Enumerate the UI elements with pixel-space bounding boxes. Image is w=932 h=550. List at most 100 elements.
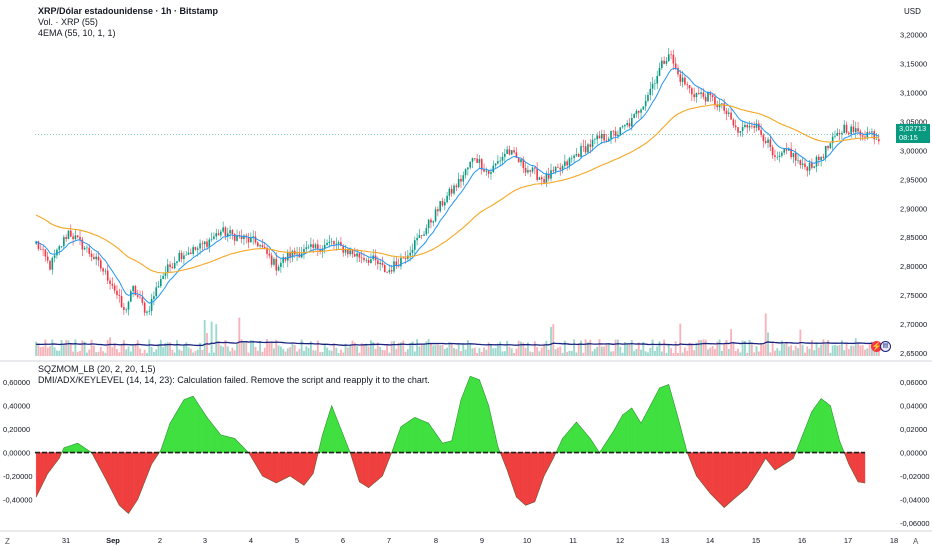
price-candles[interactable] xyxy=(35,47,880,316)
momentum-right-tick-label: 0,06000 xyxy=(900,378,927,387)
candle-body xyxy=(127,301,130,310)
volume-label[interactable]: Vol. · XRP (55) xyxy=(38,17,98,27)
volume-bar xyxy=(704,339,707,356)
volume-bar xyxy=(557,347,559,356)
momentum-bar xyxy=(47,452,51,475)
candle-body xyxy=(176,261,178,264)
candle-body xyxy=(319,249,321,252)
momentum-bar xyxy=(472,376,476,453)
momentum-bar xyxy=(696,452,699,480)
momentum-bar xyxy=(516,452,519,500)
candle-body xyxy=(850,126,852,135)
volume-bar xyxy=(834,344,836,356)
momentum-bar xyxy=(719,452,723,506)
volume-bar xyxy=(95,352,98,356)
volume-bar xyxy=(298,349,301,356)
momentum-bar xyxy=(744,452,748,491)
timezone-button[interactable]: Z xyxy=(5,537,10,546)
volume-bar xyxy=(263,347,266,356)
momentum-bar xyxy=(199,406,203,453)
candle-body xyxy=(210,238,213,240)
volume-bar xyxy=(499,341,502,356)
volume-bar xyxy=(817,347,820,356)
momentum-bar xyxy=(721,452,725,509)
volume-bar xyxy=(238,317,241,356)
volume-bar xyxy=(681,352,684,356)
momentum-bar xyxy=(536,452,540,496)
candle-body xyxy=(801,163,804,165)
candle-body xyxy=(804,163,806,168)
momentum-bar xyxy=(823,399,826,453)
currency-label: USD xyxy=(904,7,921,16)
candle-body xyxy=(243,235,245,240)
squeeze-indicator-label[interactable]: SQZMOM_LB (20, 2, 20, 1,5) xyxy=(38,364,156,374)
volume-bar xyxy=(92,345,95,356)
volume-bar xyxy=(663,339,666,356)
flag-icon[interactable]: ▤ xyxy=(880,341,891,352)
momentum-bar xyxy=(825,401,829,453)
price-axis[interactable]: 3,20000 3,15000 3,10000 3,05000 3,00000 2,950… xyxy=(900,30,927,358)
volume-bar xyxy=(395,348,398,356)
volume-bar xyxy=(328,350,331,356)
volume-bar xyxy=(342,352,345,356)
momentum-bar xyxy=(361,452,365,486)
volume-bar xyxy=(462,344,465,356)
momentum-axis[interactable]: 0,06000 0,04000 0,02000 0,00000 -0,02000 -0,0… xyxy=(3,378,930,528)
volume-bar xyxy=(379,346,382,356)
candle-body xyxy=(231,230,234,234)
volume-bar xyxy=(363,344,365,356)
candle-body xyxy=(162,275,164,280)
momentum-bar xyxy=(777,452,780,470)
momentum-bar xyxy=(682,434,686,453)
momentum-bar xyxy=(576,421,579,453)
momentum-bar xyxy=(460,393,464,453)
momentum-bar xyxy=(820,398,824,453)
momentum-left-tick-label: 0,40000 xyxy=(3,402,30,411)
candle-body xyxy=(450,188,453,194)
candle-body xyxy=(434,209,437,222)
auto-scale-button[interactable]: A xyxy=(913,537,919,546)
candle-body xyxy=(88,247,91,254)
volume-bar xyxy=(725,339,728,356)
volume-bar xyxy=(376,342,379,356)
volume-bar xyxy=(552,324,555,356)
momentum-histogram xyxy=(35,375,866,515)
volume-bar xyxy=(820,344,823,356)
alert-icon[interactable]: ⚡ xyxy=(871,341,882,352)
momentum-bar xyxy=(636,414,639,453)
candle-body xyxy=(739,130,742,133)
momentum-bar xyxy=(222,435,226,453)
volume-bar xyxy=(141,352,144,356)
candle-body xyxy=(185,254,188,256)
candle-body xyxy=(86,247,88,249)
momentum-bar xyxy=(430,425,434,453)
candle-body xyxy=(478,159,481,163)
momentum-bar xyxy=(726,452,729,507)
candle-body xyxy=(861,135,864,137)
ema-label[interactable]: 4EMA (55, 10, 1, 1) xyxy=(38,28,116,38)
candle-body xyxy=(534,167,536,169)
momentum-bar xyxy=(195,399,198,453)
volume-bar xyxy=(850,345,853,356)
candle-body xyxy=(388,270,391,273)
candle-body xyxy=(44,249,47,257)
candle-body xyxy=(157,286,160,288)
candle-body xyxy=(513,150,515,153)
momentum-bar xyxy=(779,452,783,468)
symbol-title[interactable]: XRP/Dólar estadounidense · 1h · Bitstamp xyxy=(38,6,219,16)
time-axis[interactable]: 31 Sep 2 3 4 5 6 7 8 9 10 11 12 13 14 15 16 17 18 xyxy=(62,536,898,545)
volume-bar xyxy=(460,351,462,356)
volume-bar xyxy=(580,340,582,356)
volume-bar xyxy=(65,340,68,356)
candle-body xyxy=(203,241,206,245)
volume-bar xyxy=(630,340,633,356)
candle-body xyxy=(72,236,74,240)
volume-bar xyxy=(672,352,675,356)
momentum-bar xyxy=(633,411,637,453)
volume-bar xyxy=(155,349,158,356)
dmi-error-label[interactable]: DMI/ADX/KEYLEVEL (14, 14, 23): Calculati… xyxy=(38,375,430,385)
momentum-bar xyxy=(162,436,166,453)
momentum-bar xyxy=(700,452,704,486)
volume-bar xyxy=(744,340,746,356)
